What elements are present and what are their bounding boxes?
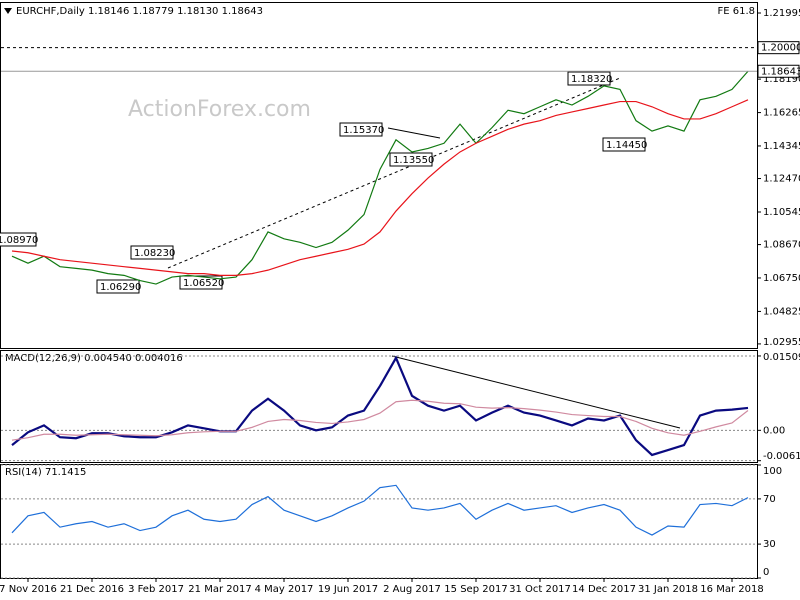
- series-line: [11, 99, 749, 276]
- x-tick-label: 3 Feb 2017: [128, 584, 184, 595]
- price-label: 1.18643: [761, 66, 800, 77]
- trend-line: [387, 127, 441, 139]
- price-panel: [0, 2, 758, 349]
- price-label: 1.20000: [761, 43, 800, 54]
- macd-panel: [0, 350, 758, 463]
- y-tick-label: 0: [763, 567, 769, 578]
- annotation: 1.15370: [343, 125, 384, 136]
- x-tick-label: 31 Jan 2018: [638, 584, 698, 595]
- series-line: [11, 484, 749, 536]
- annotation: 1.06290: [100, 282, 141, 293]
- y-tick-label: 1.08670: [763, 240, 800, 251]
- annotation-box: [130, 245, 174, 260]
- x-tick-label: 2 Aug 2017: [383, 584, 441, 595]
- y-tick-label: 0.00: [763, 425, 785, 436]
- series-line: [11, 70, 749, 285]
- x-tick-label: 19 Jun 2017: [318, 584, 378, 595]
- annotation: 1.14450: [606, 140, 647, 151]
- annotation-box: [179, 275, 223, 290]
- x-tick-label: 16 Mar 2018: [700, 584, 763, 595]
- y-tick-label: 0.015092: [763, 352, 800, 363]
- y-tick-label: 1.06750: [763, 273, 800, 284]
- y-tick-label: 30: [763, 539, 776, 550]
- fibo-note: FE 61.8: [717, 6, 755, 17]
- y-tick-label: -0.006163: [763, 451, 800, 462]
- y-tick-label: 1.10545: [763, 207, 800, 218]
- chart-title: EURCHF,Daily 1.18146 1.18779 1.18130 1.1…: [16, 6, 263, 17]
- annotations: 1.18320 1.15370 1.13550 1.14450 1.08970 1.082…: [0, 71, 647, 294]
- watermark: ActionForex.com: [128, 97, 311, 122]
- annotation-box: [339, 122, 383, 137]
- annotation-box: [0, 232, 37, 247]
- series-line: [11, 399, 749, 441]
- trend-line: [167, 77, 621, 269]
- annotation: 1.06520: [183, 278, 224, 289]
- menu-arrow: [4, 8, 12, 14]
- y-tick-label: 70: [763, 494, 776, 505]
- annotation-box: [567, 71, 611, 86]
- price-box: [757, 41, 800, 55]
- x-tick-label: 31 Oct 2017: [509, 584, 571, 595]
- x-tick-label: 14 Dec 2017: [572, 584, 636, 595]
- y-tick-label: 1.21995: [763, 8, 800, 19]
- y-tick-label: 1.18190: [763, 74, 800, 85]
- y-tick-label: 1.16265: [763, 108, 800, 119]
- x-tick-label: 4 May 2017: [255, 584, 314, 595]
- y-tick-label: 1.12470: [763, 174, 800, 185]
- y-tick-label: 1.04825: [763, 306, 800, 317]
- annotation: 1.18320: [571, 74, 612, 85]
- annotation-box: [96, 279, 140, 294]
- annotation: 1.08970: [0, 235, 38, 246]
- annotation: 1.08230: [134, 248, 175, 259]
- price-box: [757, 64, 800, 78]
- panel-title: RSI(14) 71.1415: [5, 467, 86, 478]
- annotation-box: [602, 137, 646, 152]
- series-line: [11, 355, 749, 457]
- y-tick-label: 100: [763, 466, 782, 477]
- x-tick-label: 15 Sep 2017: [444, 584, 507, 595]
- annotation-box: [389, 152, 433, 167]
- panel-title: MACD(12,26,9) 0.004540 0.004016: [5, 353, 183, 364]
- annotation: 1.13550: [393, 155, 434, 166]
- x-tick-label: 21 Dec 2016: [60, 584, 124, 595]
- rsi-panel: [0, 464, 758, 579]
- x-tick-label: 7 Nov 2016: [0, 584, 57, 595]
- y-tick-label: 1.14345: [763, 141, 800, 152]
- x-tick-label: 21 Mar 2017: [188, 584, 251, 595]
- macd-divergence-line: [391, 355, 681, 429]
- y-tick-label: 1.02955: [763, 337, 800, 348]
